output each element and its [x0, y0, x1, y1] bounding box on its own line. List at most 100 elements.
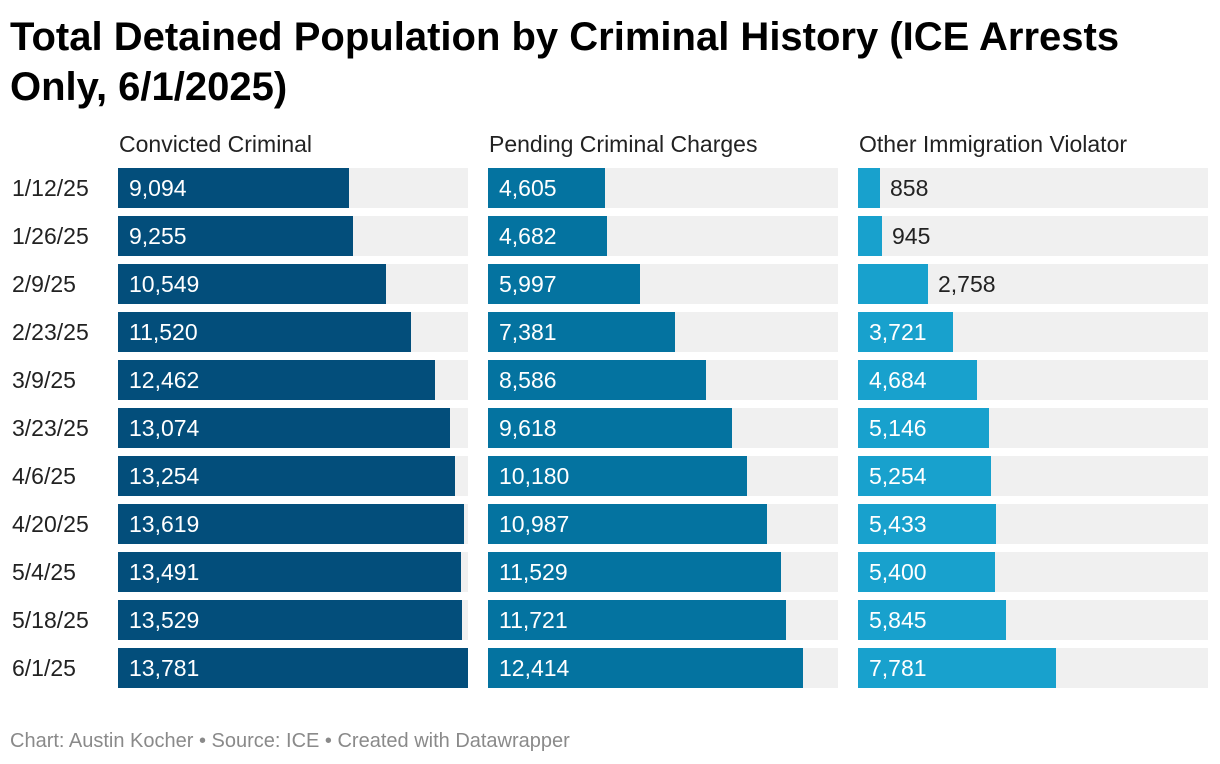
data-label: 9,094 [129, 175, 187, 201]
bar-track: 5,400 [858, 552, 1208, 592]
bar [858, 216, 882, 256]
bar-track: 3,721 [858, 312, 1208, 352]
category-label: 2/9/25 [12, 271, 76, 297]
category-label: 1/12/25 [12, 175, 89, 201]
category-label: 3/9/25 [12, 367, 76, 393]
bar-track: 12,414 [488, 648, 838, 688]
bar-track: 13,491 [118, 552, 468, 592]
data-label: 10,549 [129, 271, 200, 297]
bar-track: 12,462 [118, 360, 468, 400]
data-label: 7,381 [499, 319, 557, 345]
bar [118, 360, 435, 400]
data-label: 13,074 [129, 415, 200, 441]
bar [858, 648, 1056, 688]
bar-track: 5,146 [858, 408, 1208, 448]
series-title: Convicted Criminal [119, 131, 313, 157]
data-label: 4,605 [499, 175, 557, 201]
bar [858, 552, 995, 592]
category-label: 4/6/25 [12, 463, 76, 489]
bar-track: 4,684 [858, 360, 1208, 400]
bar [488, 552, 781, 592]
bar-track: 13,619 [118, 504, 468, 544]
bar [118, 216, 353, 256]
bar-track: 5,433 [858, 504, 1208, 544]
data-label: 5,254 [869, 463, 927, 489]
bar [118, 504, 464, 544]
bar-track: 10,549 [118, 264, 468, 304]
category-label: 1/26/25 [12, 223, 89, 249]
bar [118, 456, 455, 496]
data-label: 7,781 [869, 655, 927, 681]
data-label: 5,433 [869, 511, 927, 537]
bar [488, 360, 706, 400]
category-label: 4/20/25 [12, 511, 89, 537]
bar [118, 600, 462, 640]
data-label: 11,721 [499, 607, 568, 633]
data-label: 11,529 [499, 559, 568, 585]
data-label: 13,254 [129, 463, 200, 489]
data-label: 8,586 [499, 367, 557, 393]
data-label: 10,180 [499, 463, 570, 489]
category-label: 6/1/25 [12, 655, 76, 681]
data-label: 10,987 [499, 511, 570, 537]
bar-track: 11,721 [488, 600, 838, 640]
data-label: 5,845 [869, 607, 927, 633]
bar [118, 552, 461, 592]
bar [488, 456, 747, 496]
data-label: 12,462 [129, 367, 200, 393]
bar [118, 264, 386, 304]
series-title: Pending Criminal Charges [489, 131, 758, 157]
bar-track: 10,180 [488, 456, 838, 496]
bar-track: 5,845 [858, 600, 1208, 640]
bar [858, 264, 928, 304]
bar-track: 8,586 [488, 360, 838, 400]
data-label: 12,414 [499, 655, 570, 681]
bar [858, 456, 991, 496]
bar [488, 600, 786, 640]
bar-track: 13,781 [118, 648, 468, 688]
bar [488, 504, 767, 544]
bar [858, 360, 977, 400]
bar-track: 11,520 [118, 312, 468, 352]
data-label: 5,146 [869, 415, 927, 441]
bar-track: 13,254 [118, 456, 468, 496]
bar-track: 9,094 [118, 168, 468, 208]
data-label: 2,758 [938, 271, 996, 297]
bar-track: 2,758 [858, 264, 1208, 304]
bar-track: 9,618 [488, 408, 838, 448]
data-label: 13,529 [129, 607, 200, 633]
bar-track: 7,381 [488, 312, 838, 352]
bar-track: 945 [858, 216, 1208, 256]
bar [488, 168, 605, 208]
bar-track: 4,605 [488, 168, 838, 208]
data-label: 4,682 [499, 223, 557, 249]
category-label: 2/23/25 [12, 319, 89, 345]
data-label: 9,255 [129, 223, 187, 249]
category-label: 5/4/25 [12, 559, 76, 585]
bar [858, 504, 996, 544]
chart-title: Total Detained Population by Criminal Hi… [10, 15, 1120, 109]
bar [488, 264, 640, 304]
bar-track: 4,682 [488, 216, 838, 256]
bar [118, 648, 468, 688]
bar [858, 600, 1006, 640]
bar [858, 168, 880, 208]
bar [488, 216, 607, 256]
category-label: 5/18/25 [12, 607, 89, 633]
bar-track: 5,254 [858, 456, 1208, 496]
bar [488, 312, 675, 352]
category-label: 3/23/25 [12, 415, 89, 441]
bar [858, 312, 953, 352]
data-label: 3,721 [869, 319, 927, 345]
data-label: 13,491 [129, 559, 200, 585]
series-title: Other Immigration Violator [859, 131, 1128, 157]
bar-track: 858 [858, 168, 1208, 208]
bar-track: 10,987 [488, 504, 838, 544]
bar [118, 408, 450, 448]
bar [858, 408, 989, 448]
chart-footer: Chart: Austin Kocher • Source: ICE • Cre… [10, 730, 570, 752]
data-label: 13,619 [129, 511, 200, 537]
data-label: 11,520 [129, 319, 198, 345]
bar [118, 312, 411, 352]
bar [488, 408, 732, 448]
